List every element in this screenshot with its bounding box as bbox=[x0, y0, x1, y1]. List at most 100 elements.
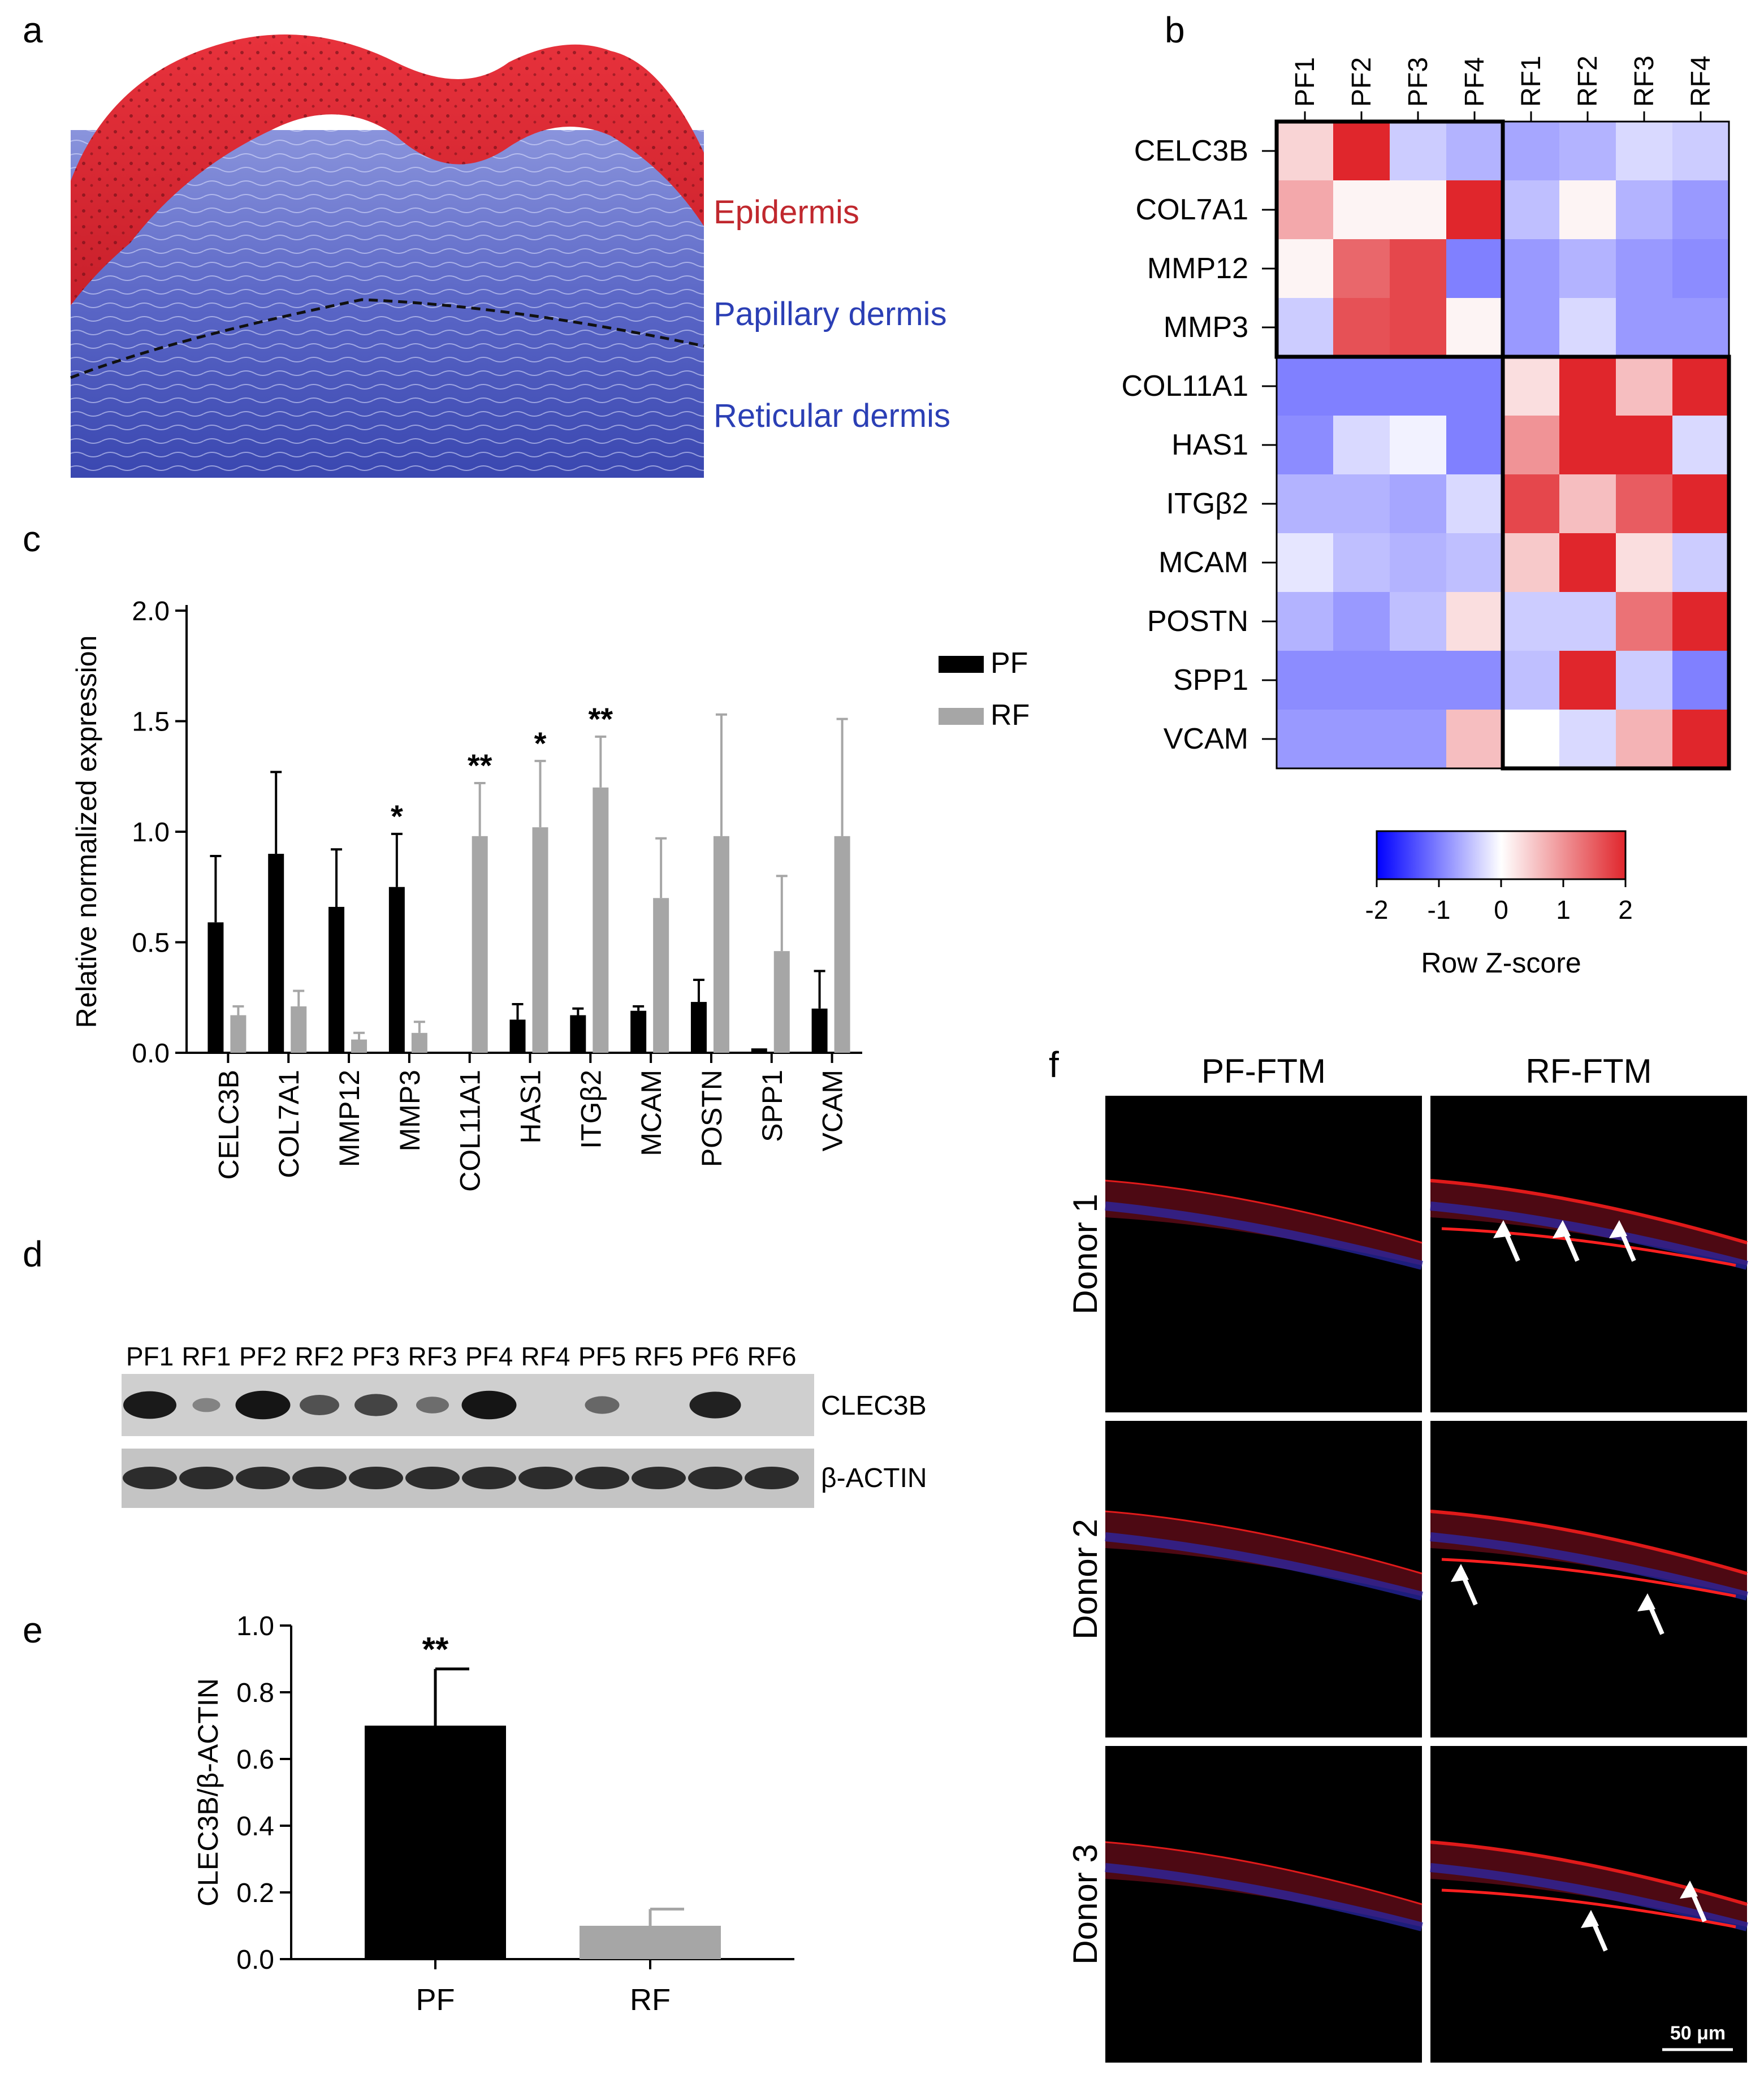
heatmap-cell bbox=[1503, 533, 1559, 592]
heatmap-cell bbox=[1503, 651, 1559, 710]
heatmap-row-label: COL11A1 bbox=[1121, 370, 1248, 403]
heatmap-row-label: CELC3B bbox=[1134, 135, 1248, 167]
clec3b-band bbox=[192, 1398, 220, 1412]
heatmap-cell bbox=[1503, 592, 1559, 651]
heatmap-cell bbox=[1559, 592, 1616, 651]
dapi-signal bbox=[1105, 1201, 1424, 1270]
micrograph-row-label: Donor 1 bbox=[1066, 1194, 1104, 1314]
heatmap-cell bbox=[1446, 180, 1503, 239]
heatmap-cell bbox=[1503, 122, 1559, 180]
dapi-signal bbox=[1105, 1532, 1424, 1601]
heatmap-cell bbox=[1672, 710, 1729, 768]
actin-label: β-ACTIN bbox=[821, 1463, 927, 1493]
y-tick-label: 1.0 bbox=[132, 818, 170, 848]
heatmap-cell bbox=[1616, 298, 1672, 357]
heatmap-cell bbox=[1559, 298, 1616, 357]
heatmap-cell bbox=[1503, 298, 1559, 357]
heatmap-cell bbox=[1616, 239, 1672, 298]
micrograph-column-label: RF-FTM bbox=[1525, 1052, 1651, 1090]
heatmap-cell bbox=[1672, 592, 1729, 651]
label-reticular-dermis: Reticular dermis bbox=[714, 397, 950, 434]
heatmap-column-label: RF2 bbox=[1573, 55, 1603, 107]
dapi-signal bbox=[1430, 1863, 1749, 1931]
heatmap-cell bbox=[1333, 474, 1390, 533]
heatmap-cell bbox=[1616, 710, 1672, 768]
y-tick-label: 1.5 bbox=[132, 707, 170, 737]
heatmap-cell bbox=[1672, 416, 1729, 474]
heatmap-cell bbox=[1390, 357, 1446, 416]
colorbar-tick-label: 0 bbox=[1494, 895, 1508, 924]
lane-label: PF2 bbox=[239, 1342, 287, 1371]
x-tick-label: ITGβ2 bbox=[575, 1070, 607, 1149]
legend-swatch bbox=[939, 708, 984, 725]
bar-pf bbox=[811, 1008, 828, 1053]
heatmap-row-label: COL7A1 bbox=[1136, 193, 1248, 226]
actin-band bbox=[575, 1467, 629, 1489]
x-tick-label: SPP1 bbox=[756, 1070, 788, 1142]
micrograph-column-label: PF-FTM bbox=[1201, 1052, 1326, 1090]
heatmap-row-label: ITGβ2 bbox=[1166, 487, 1249, 520]
dapi-signal bbox=[1105, 1863, 1424, 1931]
bar-pf bbox=[751, 1048, 767, 1053]
clec3b-band bbox=[461, 1390, 517, 1420]
heatmap-cell bbox=[1616, 533, 1672, 592]
x-tick-label: RF bbox=[630, 1983, 671, 2017]
heatmap-cell bbox=[1616, 474, 1672, 533]
heatmap-cell bbox=[1672, 651, 1729, 710]
micrograph-panel: PF-FTM RF-FTM Donor 1 Donor 2 Donor 3 50 μm bbox=[1066, 1052, 1749, 2063]
heatmap-column-label: PF3 bbox=[1403, 57, 1433, 107]
red-signal-streak bbox=[1441, 1227, 1736, 1267]
lane-label: PF3 bbox=[352, 1342, 400, 1371]
heatmap-cell bbox=[1333, 710, 1390, 768]
heatmap-column-label: PF1 bbox=[1290, 57, 1320, 107]
heatmap-cell bbox=[1390, 592, 1446, 651]
dapi-signal bbox=[1430, 1201, 1749, 1270]
heatmap-column-label: PF2 bbox=[1347, 57, 1377, 107]
heatmap-row-label: POSTN bbox=[1147, 605, 1248, 638]
bar-rf bbox=[351, 1039, 368, 1053]
bar-pf bbox=[388, 887, 405, 1053]
actin-band bbox=[349, 1467, 403, 1489]
red-signal bbox=[1430, 1179, 1748, 1244]
heatmap-cell bbox=[1446, 122, 1503, 180]
legend-label: RF bbox=[991, 699, 1030, 732]
heatmap-cell bbox=[1672, 180, 1729, 239]
histology-cells bbox=[71, 34, 704, 305]
clec3b-band bbox=[235, 1390, 291, 1420]
x-tick-label: PF bbox=[416, 1983, 455, 2017]
actin-band bbox=[292, 1467, 347, 1489]
lane-label: PF5 bbox=[578, 1342, 626, 1371]
heatmap-cell bbox=[1277, 122, 1333, 180]
arrow-icon-head bbox=[1493, 1220, 1511, 1238]
lane-label: RF5 bbox=[634, 1342, 684, 1371]
heatmap-cell bbox=[1672, 533, 1729, 592]
bar-rf bbox=[773, 951, 790, 1053]
heatmap-cell bbox=[1446, 533, 1503, 592]
bar-pf bbox=[630, 1010, 647, 1053]
heatmap-row-label: MMP12 bbox=[1147, 252, 1248, 285]
bar-rf bbox=[532, 827, 548, 1053]
x-tick-label: COL7A1 bbox=[273, 1070, 305, 1178]
bar-pf bbox=[268, 854, 284, 1053]
actin-band bbox=[688, 1467, 742, 1489]
arrow-icon-head bbox=[1553, 1220, 1571, 1238]
actin-band bbox=[236, 1467, 290, 1489]
x-tick-label: COL11A1 bbox=[455, 1070, 486, 1192]
heatmap-column-label: RF3 bbox=[1629, 55, 1659, 107]
bar-pf bbox=[509, 1019, 526, 1053]
bar-rf bbox=[472, 836, 488, 1053]
actin-band bbox=[405, 1467, 460, 1489]
heatmap-cell bbox=[1333, 533, 1390, 592]
heatmap-column-label: RF1 bbox=[1516, 55, 1546, 107]
panel-label-d: d bbox=[23, 1234, 43, 1274]
heatmap-cell bbox=[1616, 357, 1672, 416]
bar-rf bbox=[291, 1006, 307, 1053]
micrograph-row-label: Donor 3 bbox=[1066, 1844, 1104, 1964]
x-tick-label: VCAM bbox=[817, 1070, 849, 1151]
clec3b-label: CLEC3B bbox=[821, 1391, 927, 1421]
x-tick-label: HAS1 bbox=[515, 1070, 547, 1144]
heatmap-cell bbox=[1333, 416, 1390, 474]
significance-marker: ** bbox=[468, 747, 492, 783]
legend-label: PF bbox=[991, 647, 1028, 680]
y-tick-label: 0.4 bbox=[236, 1812, 274, 1842]
